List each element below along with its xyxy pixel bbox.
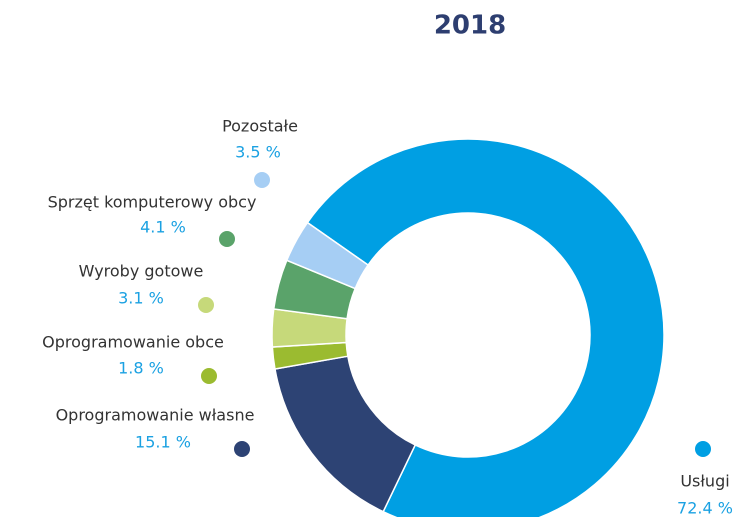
legend-label: Pozostałe bbox=[222, 117, 298, 136]
legend-label: Wyroby gotowe bbox=[79, 262, 204, 281]
legend-dot bbox=[198, 297, 214, 313]
donut-slice bbox=[285, 221, 370, 290]
legend-label: Oprogramowanie własne bbox=[56, 406, 255, 425]
value-label: 72.4 % bbox=[677, 499, 733, 517]
donut-slice bbox=[274, 355, 417, 513]
value-label: 1.8 % bbox=[118, 359, 164, 378]
chart-title: 2018 bbox=[434, 11, 506, 41]
legend-label: Usługi bbox=[680, 472, 729, 491]
donut-slice bbox=[306, 138, 665, 517]
legend-dot bbox=[234, 441, 250, 457]
value-label: 3.5 % bbox=[235, 143, 281, 162]
legend-dot bbox=[695, 441, 711, 457]
legend-label: Oprogramowanie obce bbox=[42, 333, 224, 352]
legend-dot bbox=[201, 368, 217, 384]
value-label: 3.1 % bbox=[118, 289, 164, 308]
legend-dot bbox=[219, 231, 235, 247]
legend-dot bbox=[254, 172, 270, 188]
legend-label: Sprzęt komputerowy obcy bbox=[48, 193, 257, 212]
value-label: 4.1 % bbox=[140, 218, 186, 237]
value-label: 15.1 % bbox=[135, 433, 191, 452]
